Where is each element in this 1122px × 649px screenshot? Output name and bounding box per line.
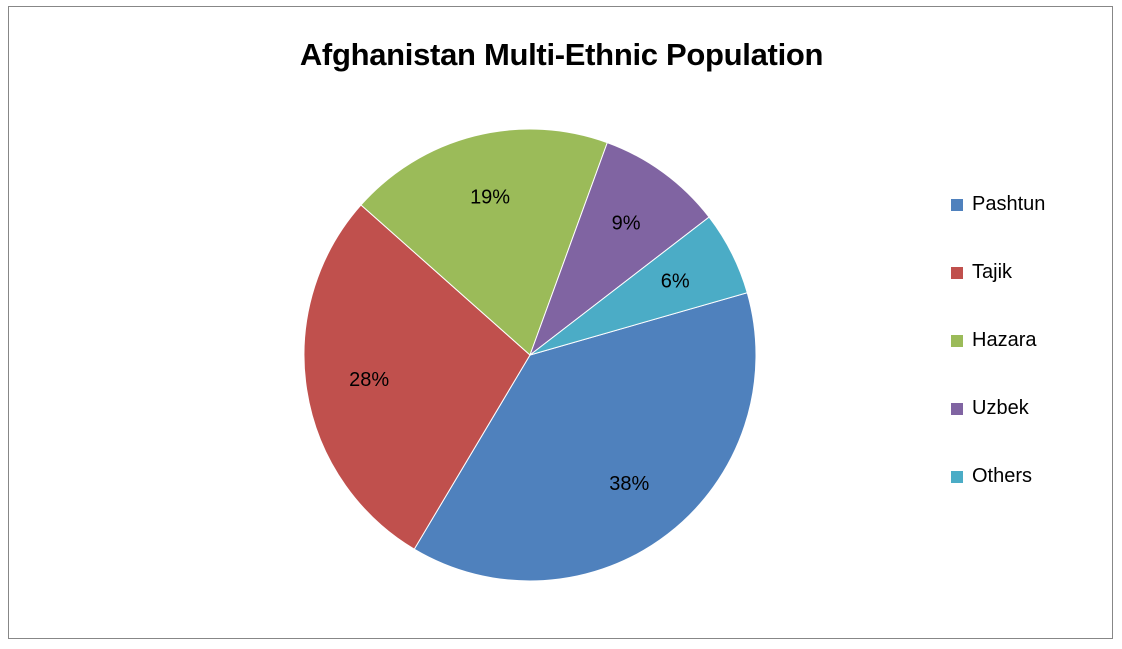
pie-slice-pashtun (413, 292, 757, 582)
chart-frame: Afghanistan Multi-Ethnic Population 38% 2… (8, 6, 1113, 639)
legend-item-hazara: Hazara (951, 329, 1045, 397)
chart-legend: Pashtun Tajik Hazara Uzbek Others (951, 193, 1045, 533)
data-label-hazara: 19% (470, 186, 510, 208)
legend-swatch (951, 403, 963, 415)
legend-item-others: Others (951, 465, 1045, 533)
legend-swatch (951, 471, 963, 483)
data-label-uzbek: 9% (612, 213, 641, 235)
legend-item-uzbek: Uzbek (951, 397, 1045, 465)
data-label-others: 6% (661, 271, 690, 293)
legend-item-tajik: Tajik (951, 261, 1045, 329)
legend-item-pashtun: Pashtun (951, 193, 1045, 261)
legend-label: Hazara (972, 329, 1037, 351)
pie-slice-hazara (360, 128, 608, 356)
pie-slice-uzbek (528, 141, 710, 357)
pie-chart: 38% 28% 19% 9% 6% (303, 128, 757, 582)
chart-title: Afghanistan Multi-Ethnic Population (299, 37, 824, 72)
pie-slice-others (529, 216, 748, 356)
legend-label: Others (972, 465, 1033, 487)
data-label-pashtun: 38% (609, 473, 649, 495)
legend-label: Uzbek (972, 397, 1029, 419)
legend-swatch (951, 267, 963, 279)
legend-label: Pashtun (972, 193, 1046, 215)
data-label-tajik: 28% (349, 369, 389, 391)
legend-label: Tajik (972, 261, 1013, 283)
legend-swatch (951, 335, 963, 347)
pie-slice-tajik (303, 204, 531, 550)
legend-swatch (951, 199, 963, 211)
